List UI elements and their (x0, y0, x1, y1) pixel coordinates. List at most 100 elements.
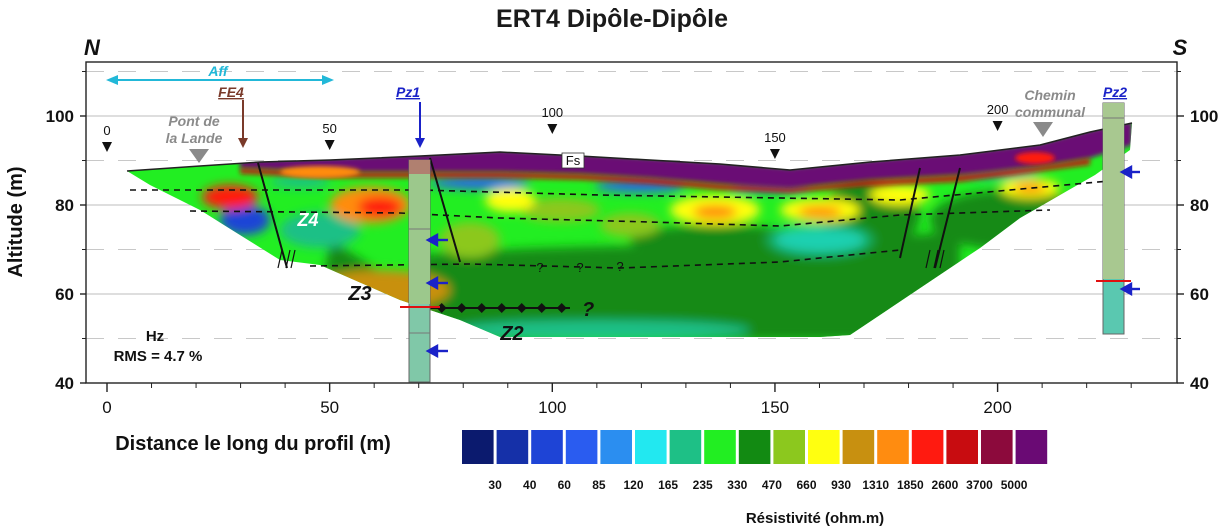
colorbar-swatch-8 (738, 430, 771, 464)
colorbar-label-40: 40 (523, 478, 537, 492)
x-tick-label-50: 50 (320, 398, 339, 417)
resistivity-section (127, 123, 1132, 337)
y-tick-label-left-80: 80 (55, 196, 74, 215)
chart-title: ERT4 Dipôle-Dipôle (496, 5, 728, 33)
colorbar-swatch-5 (635, 430, 667, 464)
y-axis-label: Altitude (m) (5, 166, 27, 277)
y-tick-label-left-40: 40 (55, 374, 74, 393)
y-tick-label-right-100: 100 (1190, 107, 1218, 126)
water-level-arrows (425, 164, 1140, 359)
y-tick-label-right-80: 80 (1190, 196, 1209, 215)
fe4-label: FE4 (218, 84, 244, 100)
pont-marker (189, 149, 209, 163)
y-tick-label-right-60: 60 (1190, 285, 1209, 304)
profile-marker-100 (547, 124, 558, 134)
colorbar-label-330: 330 (727, 478, 747, 492)
colorbar-label-470: 470 (762, 478, 782, 492)
colorbar: 30 40 60 85 120 165 235 330 470 660 930 1310 1850 260… (462, 430, 1048, 492)
colorbar-label-165: 165 (658, 478, 678, 492)
pz1-arrow (415, 102, 425, 148)
colorbar-label-1310: 1310 (862, 478, 889, 492)
colorbar-swatch-15 (981, 430, 1013, 464)
uncertain-marker-2: ? (616, 259, 623, 274)
profile-marker-label-100: 100 (541, 105, 563, 120)
colorbar-swatch-16 (1015, 430, 1048, 464)
colorbar-swatch-9 (773, 430, 805, 464)
question-mark: ? (582, 299, 594, 321)
pont-label-line2: la Lande (166, 130, 223, 146)
profile-marker-label-50: 50 (322, 121, 336, 136)
pz2-label: Pz2 (1103, 84, 1127, 100)
fe4-arrow (238, 100, 248, 148)
colorbar-swatch-10 (808, 430, 840, 464)
profile-marker-label-200: 200 (987, 102, 1009, 117)
colorbar-swatch-1 (496, 430, 529, 464)
colorbar-swatch-11 (842, 430, 875, 464)
colorbar-swatch-13 (911, 430, 944, 464)
piezometer-pz2 (1096, 102, 1131, 335)
zone-z2: Z2 (499, 323, 523, 345)
aff-annotation (106, 75, 334, 85)
y-tick-label-left-60: 60 (55, 285, 74, 304)
uncertain-markers: ??? (536, 259, 623, 275)
y-axis-ticks-left: 40 60 80 100 (46, 71, 86, 393)
uncertain-marker-0: ? (536, 260, 543, 275)
colorbar-label-660: 660 (796, 478, 816, 492)
colorbar-label-930: 930 (831, 478, 851, 492)
fs-label: Fs (566, 153, 581, 168)
x-tick-label-150: 150 (761, 398, 789, 417)
colorbar-label-60: 60 (558, 478, 572, 492)
colorbar-title: Résistivité (ohm.m) (746, 510, 884, 527)
colorbar-swatch-7 (704, 430, 736, 464)
y-tick-label-right-40: 40 (1190, 374, 1209, 393)
colorbar-label-120: 120 (623, 478, 643, 492)
profile-marker-150 (769, 149, 780, 159)
x-axis-label: Distance le long du profil (m) (115, 433, 391, 455)
stats-hz: Hz (146, 328, 164, 345)
chemin-marker (1033, 122, 1053, 137)
x-tick-label-100: 100 (538, 398, 566, 417)
plot-frame (85, 61, 1178, 384)
colorbar-swatch-14 (946, 430, 978, 464)
colorbar-label-30: 30 (488, 478, 502, 492)
zone-z4: Z4 (296, 210, 318, 230)
colorbar-label-2600: 2600 (932, 478, 959, 492)
pont-label-line1: Pont de (168, 113, 220, 129)
colorbar-label-1850: 1850 (897, 478, 924, 492)
north-label: N (84, 35, 101, 60)
colorbar-swatch-3 (565, 430, 598, 464)
profile-marker-label-150: 150 (764, 130, 786, 145)
colorbar-swatch-12 (877, 430, 909, 464)
colorbar-label-85: 85 (592, 478, 606, 492)
colorbar-swatch-0 (462, 430, 494, 464)
colorbar-label-5000: 5000 (1001, 478, 1028, 492)
profile-marker-0 (102, 142, 112, 152)
x-tick-label-200: 200 (983, 398, 1011, 417)
y-tick-label-left-100: 100 (46, 107, 74, 126)
profile-marker-200 (992, 121, 1003, 131)
profile-marker-label-0: 0 (103, 123, 110, 138)
fault-lines (257, 157, 961, 269)
x-axis-ticks: 0 50 100 150 200 (102, 383, 1132, 417)
interpretation-lines (130, 179, 1121, 269)
profile-marker-50 (324, 140, 335, 150)
x-tick-label-0: 0 (102, 398, 111, 417)
pz1-label: Pz1 (396, 84, 420, 100)
y-axis-ticks-right: 40 60 80 100 (1177, 71, 1218, 393)
stats-rms: RMS = 4.7 % (114, 348, 203, 365)
profile-markers: 0 50 100 150 200 (102, 102, 1008, 159)
colorbar-label-3700: 3700 (966, 478, 993, 492)
colorbar-swatch-2 (531, 430, 563, 464)
colorbar-label-235: 235 (693, 478, 713, 492)
uncertain-marker-1: ? (576, 260, 583, 275)
zone-z3: Z3 (347, 283, 371, 305)
piezometer-pz1 (400, 159, 440, 383)
fs-box (561, 152, 585, 169)
colorbar-swatch-6 (669, 430, 702, 464)
chemin-label-line2: communal (1015, 104, 1086, 120)
chemin-label-line1: Chemin (1024, 87, 1075, 103)
topography-line (126, 122, 1133, 172)
aff-label: Aff (207, 63, 229, 79)
